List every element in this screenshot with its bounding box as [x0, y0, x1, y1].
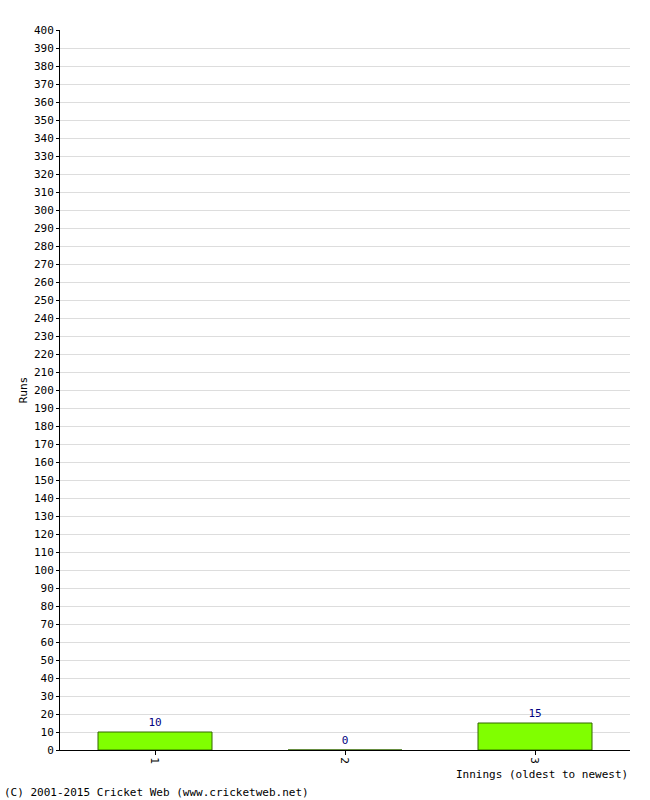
svg-text:90: 90: [41, 582, 54, 595]
svg-text:370: 370: [34, 78, 54, 91]
svg-text:10: 10: [41, 726, 54, 739]
svg-text:Innings (oldest to newest): Innings (oldest to newest): [456, 768, 628, 781]
svg-text:250: 250: [34, 294, 54, 307]
svg-text:300: 300: [34, 204, 54, 217]
svg-text:110: 110: [34, 546, 54, 559]
svg-text:130: 130: [34, 510, 54, 523]
svg-text:10: 10: [148, 716, 161, 729]
svg-text:150: 150: [34, 474, 54, 487]
svg-text:40: 40: [41, 672, 54, 685]
svg-text:310: 310: [34, 186, 54, 199]
svg-text:60: 60: [41, 636, 54, 649]
svg-text:1: 1: [148, 757, 161, 764]
svg-text:140: 140: [34, 492, 54, 505]
svg-text:70: 70: [41, 618, 54, 631]
svg-text:Runs: Runs: [17, 377, 30, 404]
svg-text:340: 340: [34, 132, 54, 145]
svg-text:210: 210: [34, 366, 54, 379]
svg-text:3: 3: [528, 757, 541, 764]
svg-text:80: 80: [41, 600, 54, 613]
svg-text:170: 170: [34, 438, 54, 451]
svg-text:400: 400: [34, 24, 54, 37]
svg-text:20: 20: [41, 708, 54, 721]
svg-text:350: 350: [34, 114, 54, 127]
svg-text:(C) 2001-2015 Cricket Web (www: (C) 2001-2015 Cricket Web (www.cricketwe…: [4, 786, 309, 799]
svg-text:100: 100: [34, 564, 54, 577]
svg-text:220: 220: [34, 348, 54, 361]
svg-text:270: 270: [34, 258, 54, 271]
svg-text:190: 190: [34, 402, 54, 415]
svg-text:230: 230: [34, 330, 54, 343]
svg-text:15: 15: [528, 707, 541, 720]
svg-text:50: 50: [41, 654, 54, 667]
svg-text:260: 260: [34, 276, 54, 289]
svg-text:380: 380: [34, 60, 54, 73]
svg-text:2: 2: [338, 757, 351, 764]
svg-text:0: 0: [47, 744, 54, 757]
svg-text:390: 390: [34, 42, 54, 55]
svg-text:180: 180: [34, 420, 54, 433]
svg-text:360: 360: [34, 96, 54, 109]
svg-text:240: 240: [34, 312, 54, 325]
svg-text:330: 330: [34, 150, 54, 163]
svg-text:0: 0: [342, 734, 349, 747]
svg-text:30: 30: [41, 690, 54, 703]
svg-text:290: 290: [34, 222, 54, 235]
svg-text:200: 200: [34, 384, 54, 397]
svg-text:280: 280: [34, 240, 54, 253]
svg-text:160: 160: [34, 456, 54, 469]
svg-text:320: 320: [34, 168, 54, 181]
svg-text:120: 120: [34, 528, 54, 541]
